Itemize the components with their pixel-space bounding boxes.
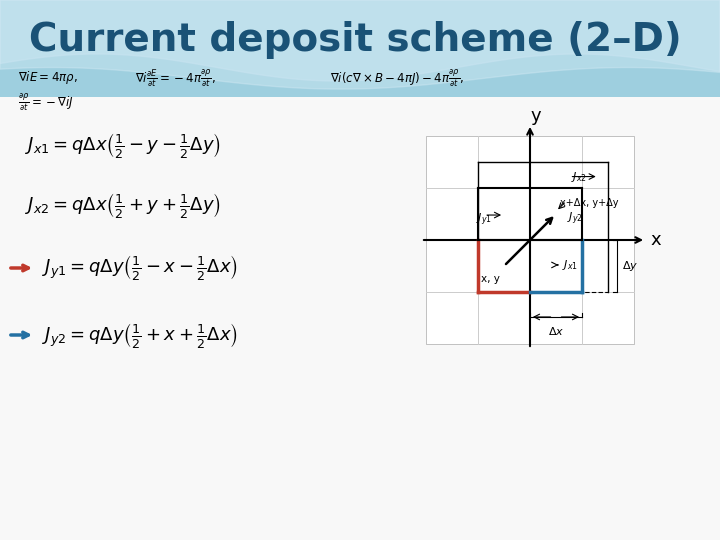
Text: x+Δx, y+Δy: x+Δx, y+Δy	[560, 198, 618, 208]
FancyBboxPatch shape	[426, 136, 634, 344]
Text: $J_{y2} = q\Delta y\left(\frac{1}{2} + x + \frac{1}{2}\Delta x\right)$: $J_{y2} = q\Delta y\left(\frac{1}{2} + x…	[42, 321, 238, 349]
Text: $\Delta x$: $\Delta x$	[548, 325, 564, 337]
Text: $J_{y2}$: $J_{y2}$	[567, 211, 583, 227]
Text: $\frac{\partial\rho}{\partial t} = -\nabla i J$: $\frac{\partial\rho}{\partial t} = -\nab…	[18, 91, 74, 113]
Text: Current deposit scheme (2–D): Current deposit scheme (2–D)	[29, 21, 681, 59]
Text: x, y: x, y	[480, 274, 500, 284]
Text: $\nabla i E = 4\pi\rho,$: $\nabla i E = 4\pi\rho,$	[18, 70, 78, 86]
Text: x: x	[651, 231, 661, 249]
Text: $J_{x2}$: $J_{x2}$	[570, 170, 586, 184]
Text: $\nabla i\frac{\partial E}{\partial t} = -4\pi\frac{\partial\rho}{\partial t},$: $\nabla i\frac{\partial E}{\partial t} =…	[135, 67, 216, 89]
Text: $J_{y1} = q\Delta y\left(\frac{1}{2} - x - \frac{1}{2}\Delta x\right)$: $J_{y1} = q\Delta y\left(\frac{1}{2} - x…	[42, 253, 238, 282]
Text: $J_{x1}$: $J_{x1}$	[562, 258, 578, 272]
Text: $\nabla i(c\nabla\times B - 4\pi J) - 4\pi\frac{\partial\rho}{\partial t},$: $\nabla i(c\nabla\times B - 4\pi J) - 4\…	[330, 67, 464, 89]
Text: $J_{x2} = q\Delta x\left(\frac{1}{2} + y + \frac{1}{2}\Delta y\right)$: $J_{x2} = q\Delta x\left(\frac{1}{2} + y…	[25, 191, 221, 219]
Text: $\Delta y$: $\Delta y$	[622, 259, 639, 273]
Text: $J_{x1} = q\Delta x\left(\frac{1}{2} - y - \frac{1}{2}\Delta y\right)$: $J_{x1} = q\Delta x\left(\frac{1}{2} - y…	[25, 131, 221, 159]
Text: $J_{y1}$: $J_{y1}$	[476, 212, 492, 228]
FancyBboxPatch shape	[0, 97, 720, 540]
Text: y: y	[531, 107, 541, 125]
FancyBboxPatch shape	[0, 0, 720, 97]
